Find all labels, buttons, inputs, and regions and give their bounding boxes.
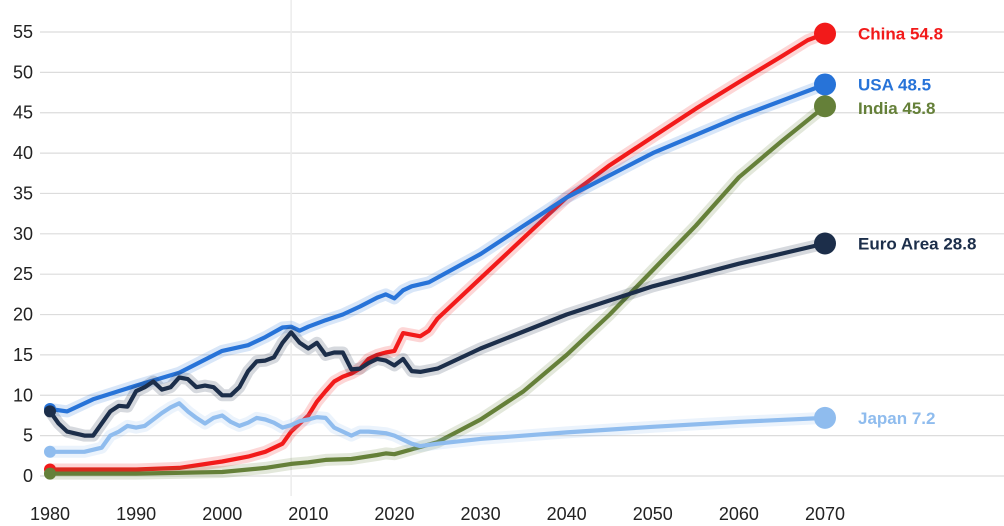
y-tick-label: 10	[13, 385, 33, 405]
series-start-point	[44, 405, 56, 418]
end-labels: China 54.8 USA 48.5 India 45.8 Euro Area 28…	[858, 25, 976, 428]
y-tick-label: 35	[13, 183, 33, 203]
series-end-label: India 45.8	[858, 99, 935, 118]
series-end-label: Japan 7.2	[858, 409, 936, 428]
series-end-label: Euro Area 28.8	[858, 235, 976, 254]
y-tick-label: 0	[23, 466, 33, 486]
x-tick-label: 1980	[30, 504, 70, 524]
series-end-label: USA 48.5	[858, 75, 931, 94]
y-tick-label: 20	[13, 305, 33, 325]
gridlines	[40, 0, 1004, 496]
x-tick-label: 2030	[461, 504, 501, 524]
series-line	[47, 401, 828, 454]
x-tick-label: 2040	[547, 504, 587, 524]
series-line	[47, 82, 828, 414]
x-tick-label: 2050	[633, 504, 673, 524]
y-tick-label: 40	[13, 143, 33, 163]
series-end-label: China 54.8	[858, 25, 943, 44]
x-tick-label: 2010	[288, 504, 328, 524]
y-tick-label: 5	[23, 426, 33, 446]
x-tick-label: 1990	[116, 504, 156, 524]
y-tick-label: 50	[13, 62, 33, 82]
x-tick-label: 2070	[805, 504, 845, 524]
series-india	[44, 95, 836, 480]
y-axis: 0 5 10 15 20 25 30 35 40 45 50 55	[13, 22, 33, 486]
series-line	[47, 104, 828, 476]
x-tick-label: 2020	[374, 504, 414, 524]
y-tick-label: 55	[13, 22, 33, 42]
series-end-point	[814, 232, 836, 255]
series-japan	[44, 397, 836, 458]
series-euro-area	[44, 232, 836, 442]
series-layer	[44, 22, 836, 480]
y-tick-label: 15	[13, 345, 33, 365]
y-tick-label: 30	[13, 224, 33, 244]
series-start-point	[44, 467, 56, 480]
series-line	[47, 31, 828, 472]
y-tick-label: 45	[13, 103, 33, 123]
series-end-point	[814, 22, 836, 45]
series-end-point	[814, 406, 836, 429]
y-tick-label: 25	[13, 264, 33, 284]
series-line	[47, 241, 828, 438]
x-tick-label: 2000	[202, 504, 242, 524]
x-tick-label: 2060	[719, 504, 759, 524]
series-start-point	[44, 445, 56, 458]
x-axis: 1980 1990 2000 2010 2020 2030 2040 2050 2060 2070	[30, 504, 845, 524]
series-end-point	[814, 95, 836, 118]
series-end-point	[814, 73, 836, 96]
